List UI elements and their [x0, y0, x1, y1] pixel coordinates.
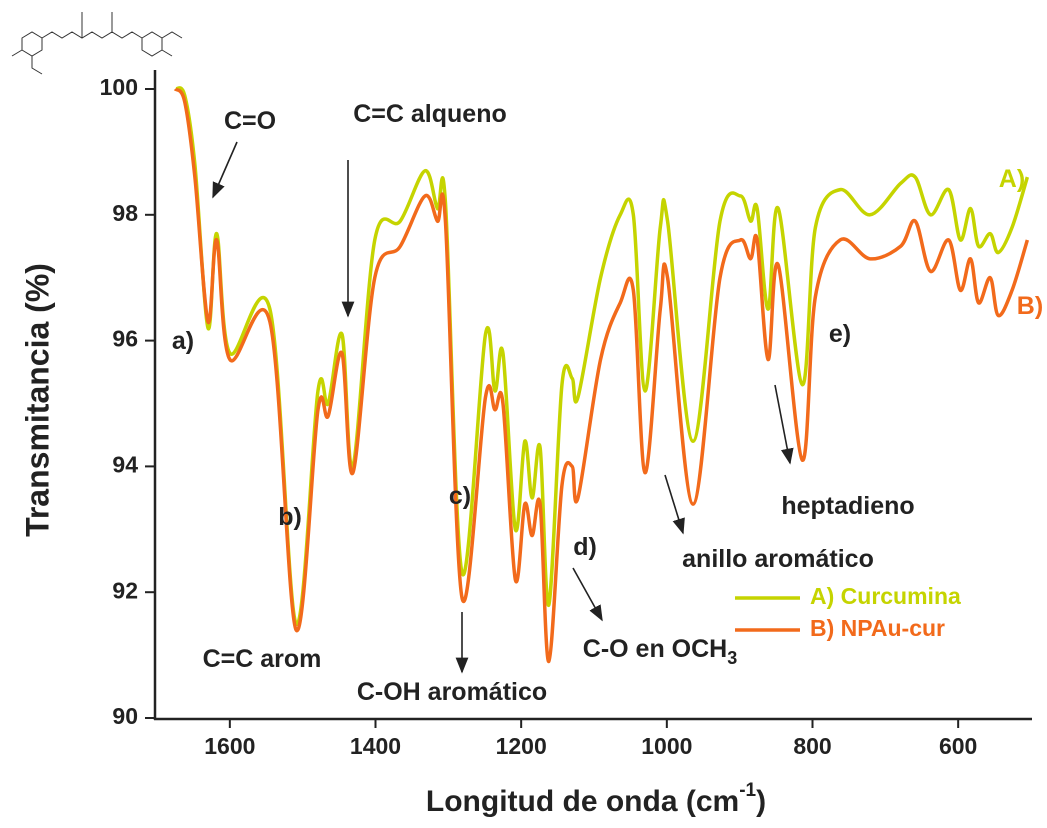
annotation-text: anillo aromático — [682, 545, 874, 573]
annotation-text: C=O — [224, 107, 276, 135]
x-axis-label: Longitud de onda (cm-1) — [426, 780, 766, 818]
y-tick-label: 100 — [100, 74, 138, 100]
annotation-text: d) — [573, 533, 597, 561]
y-tick-label: 94 — [112, 451, 138, 477]
legend-label: A) Curcumina — [810, 583, 961, 609]
x-tick-label: 600 — [939, 733, 977, 759]
annotation-text: c) — [449, 482, 471, 510]
annotation: B) — [1017, 292, 1043, 320]
annotation: d) — [573, 533, 597, 561]
annotation-text: b) — [278, 503, 302, 531]
annotation: C=O — [224, 107, 276, 135]
annotation: c) — [449, 482, 471, 510]
annotation: C=C alqueno — [353, 100, 507, 128]
annotation-text: A) — [999, 165, 1025, 193]
annotation-text: a) — [172, 327, 194, 355]
x-tick-label: 1000 — [641, 733, 692, 759]
annotation-text: C=C arom — [203, 645, 322, 673]
series-line — [173, 87, 1030, 664]
y-tick-label: 96 — [112, 326, 138, 352]
x-tick-label: 1400 — [350, 733, 401, 759]
arrow — [774, 384, 794, 465]
legend-label: B) NPAu-cur — [810, 615, 945, 641]
x-label-text: ) — [756, 785, 766, 818]
annotation-text: B) — [1017, 292, 1043, 320]
arrow — [572, 567, 603, 622]
annotation: anillo aromático — [682, 545, 874, 573]
x-label-text: Longitud de onda (cm — [426, 785, 739, 818]
annotation: a) — [172, 327, 194, 355]
arrow — [664, 474, 685, 535]
annotation: e) — [829, 320, 851, 348]
y-tick-label: 98 — [112, 200, 138, 226]
y-axis-label: Transmitancia (%) — [19, 263, 55, 537]
annotation-text: heptadieno — [781, 492, 914, 520]
annotation-text: C-O en OCH — [583, 635, 727, 663]
x-label-sup: -1 — [739, 780, 756, 801]
annotation-text: e) — [829, 320, 851, 348]
annotation: b) — [278, 503, 302, 531]
y-tick-label: 92 — [112, 577, 138, 603]
annotation-sub: 3 — [727, 648, 737, 668]
x-tick-label: 1200 — [496, 733, 547, 759]
annotation: A) — [999, 165, 1025, 193]
y-tick-label: 90 — [112, 703, 138, 729]
annotation-text: C-OH aromático — [357, 678, 547, 706]
molecule-sketch — [11, 12, 183, 75]
x-tick-label: 1600 — [204, 733, 255, 759]
annotation: C-O en OCH3 — [583, 635, 737, 668]
x-tick-label: 800 — [793, 733, 831, 759]
series-line — [174, 86, 1030, 626]
annotation: C=C arom — [203, 645, 322, 673]
annotation: heptadieno — [781, 492, 914, 520]
annotation-text: C=C alqueno — [353, 100, 507, 128]
arrow — [212, 141, 238, 199]
annotation: C-OH aromático — [357, 678, 547, 706]
